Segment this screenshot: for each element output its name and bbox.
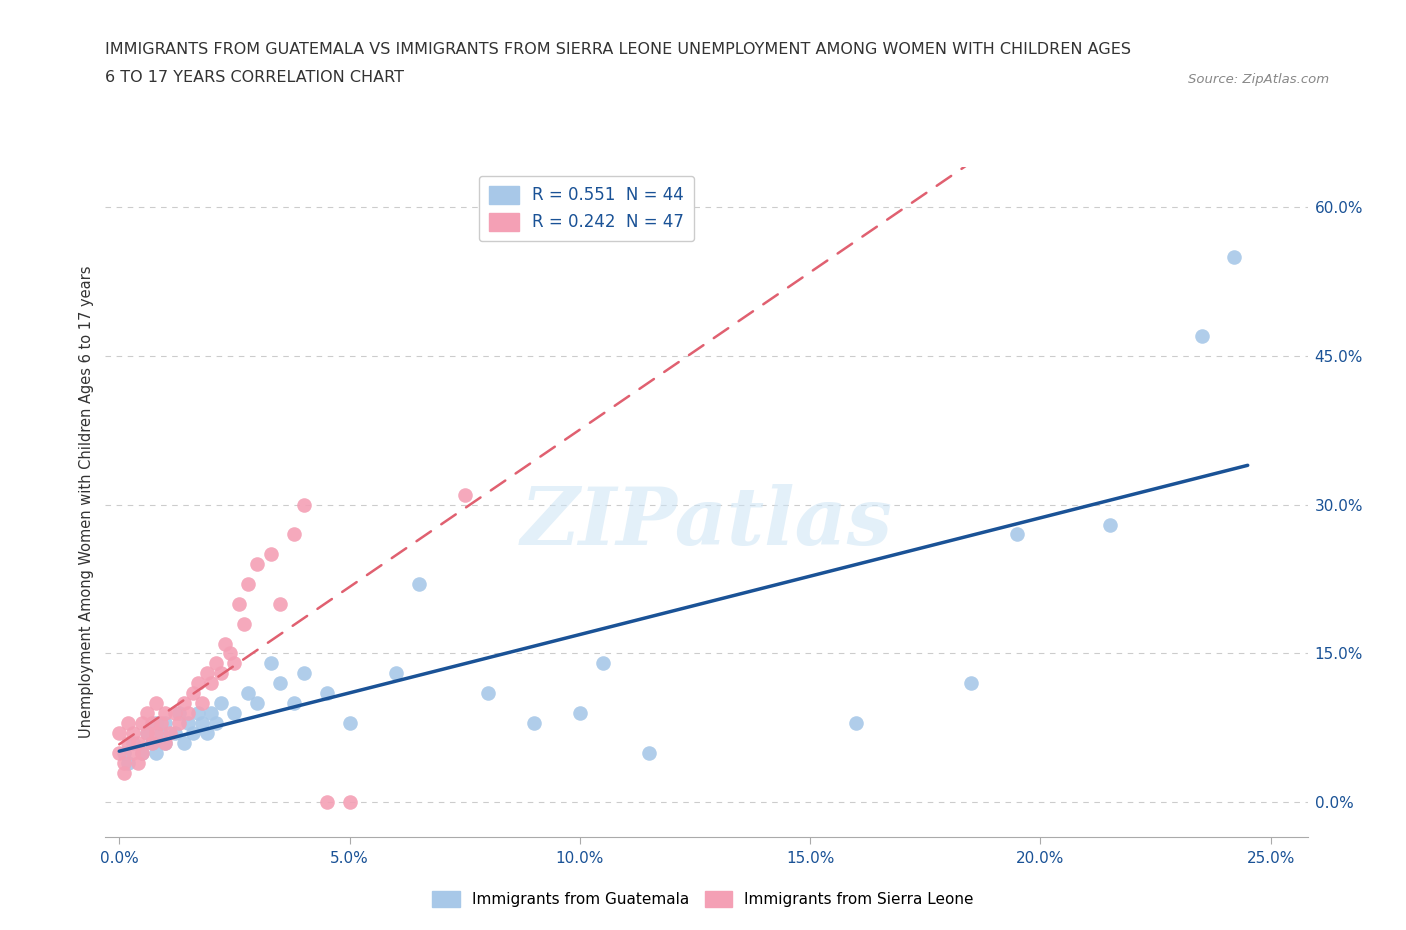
- Point: [117, 755, 139, 770]
- Point: [155, 736, 177, 751]
- Point: [238, 685, 260, 700]
- Point: [845, 715, 868, 730]
- Point: [131, 745, 153, 760]
- Point: [205, 715, 228, 730]
- Point: [191, 696, 214, 711]
- Point: [141, 715, 163, 730]
- Point: [131, 745, 153, 760]
- Point: [384, 666, 406, 681]
- Point: [173, 696, 195, 711]
- Point: [145, 696, 167, 711]
- Point: [200, 706, 222, 721]
- Text: IMMIGRANTS FROM GUATEMALA VS IMMIGRANTS FROM SIERRA LEONE UNEMPLOYMENT AMONG WOM: IMMIGRANTS FROM GUATEMALA VS IMMIGRANTS …: [105, 42, 1132, 57]
- Y-axis label: Unemployment Among Women with Children Ages 6 to 17 years: Unemployment Among Women with Children A…: [79, 266, 94, 738]
- Point: [315, 795, 337, 810]
- Point: [141, 736, 163, 751]
- Point: [177, 715, 200, 730]
- Point: [214, 636, 236, 651]
- Point: [145, 715, 167, 730]
- Point: [205, 656, 228, 671]
- Point: [246, 557, 269, 572]
- Point: [568, 706, 591, 721]
- Text: Source: ZipAtlas.com: Source: ZipAtlas.com: [1188, 73, 1329, 86]
- Point: [135, 725, 157, 740]
- Point: [163, 706, 186, 721]
- Point: [477, 685, 499, 700]
- Legend: R = 0.551  N = 44, R = 0.242  N = 47: R = 0.551 N = 44, R = 0.242 N = 47: [478, 176, 695, 242]
- Point: [283, 696, 305, 711]
- Point: [112, 765, 135, 780]
- Point: [1191, 328, 1213, 343]
- Point: [149, 715, 172, 730]
- Point: [155, 736, 177, 751]
- Point: [269, 596, 291, 611]
- Point: [155, 706, 177, 721]
- Point: [135, 706, 157, 721]
- Point: [292, 666, 315, 681]
- Point: [122, 736, 145, 751]
- Point: [127, 755, 149, 770]
- Point: [173, 736, 195, 751]
- Point: [209, 696, 232, 711]
- Point: [523, 715, 546, 730]
- Point: [200, 676, 222, 691]
- Point: [145, 745, 167, 760]
- Point: [232, 617, 254, 631]
- Point: [408, 577, 430, 591]
- Point: [149, 725, 172, 740]
- Point: [159, 725, 181, 740]
- Point: [135, 725, 157, 740]
- Point: [191, 715, 214, 730]
- Point: [187, 676, 209, 691]
- Point: [177, 706, 200, 721]
- Point: [292, 498, 315, 512]
- Point: [269, 676, 291, 691]
- Point: [283, 527, 305, 542]
- Point: [108, 725, 131, 740]
- Text: ZIPatlas: ZIPatlas: [520, 484, 893, 561]
- Point: [195, 666, 218, 681]
- Point: [112, 745, 135, 760]
- Point: [167, 715, 190, 730]
- Point: [315, 685, 337, 700]
- Point: [224, 656, 246, 671]
- Point: [187, 706, 209, 721]
- Point: [181, 725, 204, 740]
- Legend: Immigrants from Guatemala, Immigrants from Sierra Leone: Immigrants from Guatemala, Immigrants fr…: [426, 884, 980, 913]
- Point: [246, 696, 269, 711]
- Text: 6 TO 17 YEARS CORRELATION CHART: 6 TO 17 YEARS CORRELATION CHART: [105, 70, 405, 85]
- Point: [228, 596, 250, 611]
- Point: [1007, 527, 1029, 542]
- Point: [224, 706, 246, 721]
- Point: [638, 745, 661, 760]
- Point: [592, 656, 614, 671]
- Point: [108, 745, 131, 760]
- Point: [960, 676, 983, 691]
- Point: [117, 736, 139, 751]
- Point: [218, 646, 240, 661]
- Point: [1223, 249, 1246, 264]
- Point: [339, 795, 361, 810]
- Point: [122, 725, 145, 740]
- Point: [260, 656, 283, 671]
- Point: [141, 736, 163, 751]
- Point: [145, 725, 167, 740]
- Point: [339, 715, 361, 730]
- Point: [112, 755, 135, 770]
- Point: [209, 666, 232, 681]
- Point: [117, 715, 139, 730]
- Point: [122, 745, 145, 760]
- Point: [195, 725, 218, 740]
- Point: [238, 577, 260, 591]
- Point: [155, 715, 177, 730]
- Point: [181, 685, 204, 700]
- Point: [260, 547, 283, 562]
- Point: [163, 725, 186, 740]
- Point: [1098, 517, 1121, 532]
- Point: [167, 706, 190, 721]
- Point: [127, 736, 149, 751]
- Point: [454, 487, 477, 502]
- Point: [131, 715, 153, 730]
